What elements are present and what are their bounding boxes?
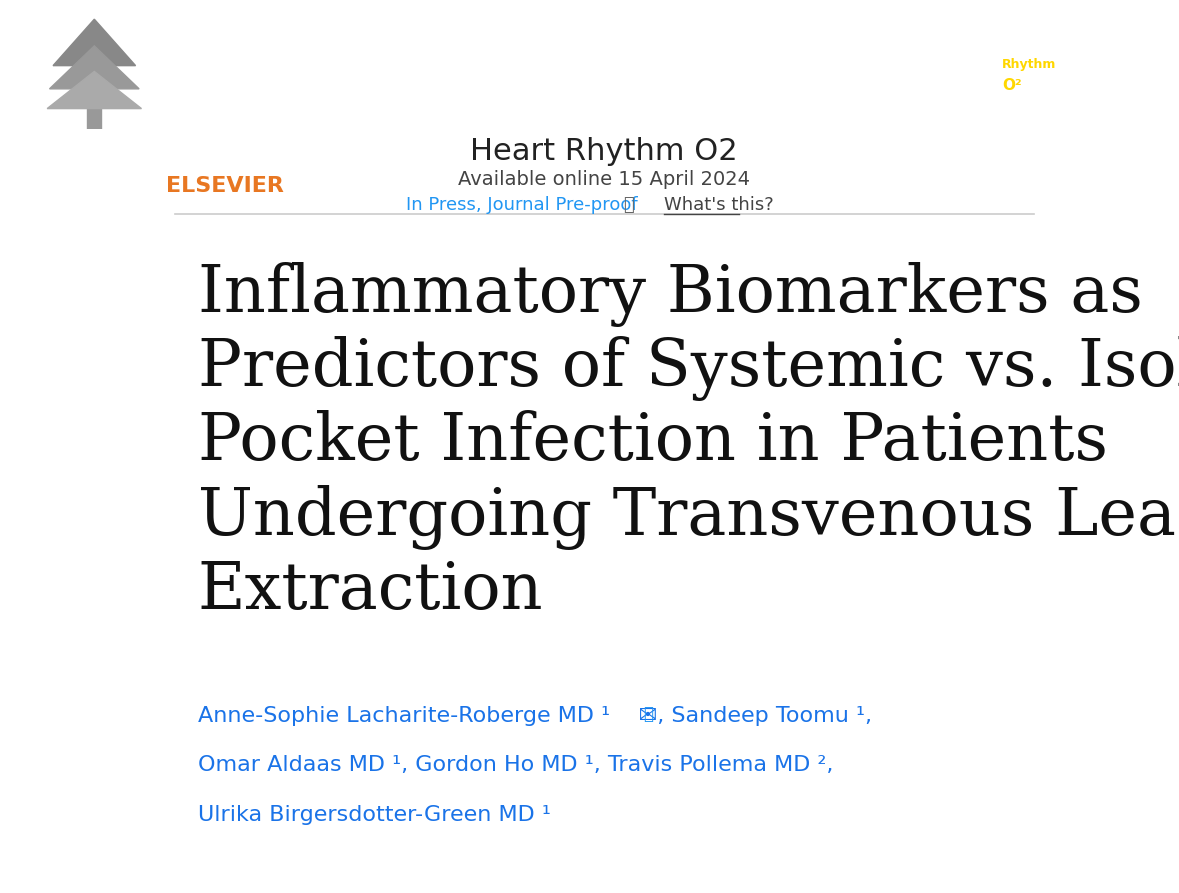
Text: Heart: Heart (1002, 38, 1042, 51)
Text: Extraction: Extraction (198, 559, 544, 623)
Text: 👤: 👤 (643, 705, 653, 723)
Text: Pocket Infection in Patients: Pocket Infection in Patients (198, 411, 1107, 474)
Polygon shape (47, 71, 141, 109)
Bar (87, 100, 101, 129)
Text: ELSEVIER: ELSEVIER (166, 176, 284, 196)
Text: Rhythm: Rhythm (1002, 58, 1056, 71)
Text: What's this?: What's this? (664, 196, 773, 213)
Text: In Press, Journal Pre-proof: In Press, Journal Pre-proof (407, 196, 638, 213)
Polygon shape (53, 19, 136, 66)
Text: O²: O² (1002, 78, 1022, 93)
Text: Anne-Sophie Lacharite-Roberge MD ¹    ✉, Sandeep Toomu ¹,: Anne-Sophie Lacharite-Roberge MD ¹ ✉, Sa… (198, 705, 871, 726)
Text: Available online 15 April 2024: Available online 15 April 2024 (459, 170, 750, 188)
Text: Inflammatory Biomarkers as: Inflammatory Biomarkers as (198, 262, 1142, 327)
Text: ⓘ: ⓘ (624, 196, 634, 213)
Polygon shape (50, 46, 139, 89)
Text: Undergoing Transvenous Lead: Undergoing Transvenous Lead (198, 485, 1179, 550)
Text: Ulrika Birgersdotter-Green MD ¹: Ulrika Birgersdotter-Green MD ¹ (198, 805, 551, 825)
Text: Heart Rhythm O2: Heart Rhythm O2 (470, 138, 738, 166)
Text: Omar Aldaas MD ¹, Gordon Ho MD ¹, Travis Pollema MD ²,: Omar Aldaas MD ¹, Gordon Ho MD ¹, Travis… (198, 755, 834, 775)
Text: Predictors of Systemic vs. Isolated: Predictors of Systemic vs. Isolated (198, 336, 1179, 401)
